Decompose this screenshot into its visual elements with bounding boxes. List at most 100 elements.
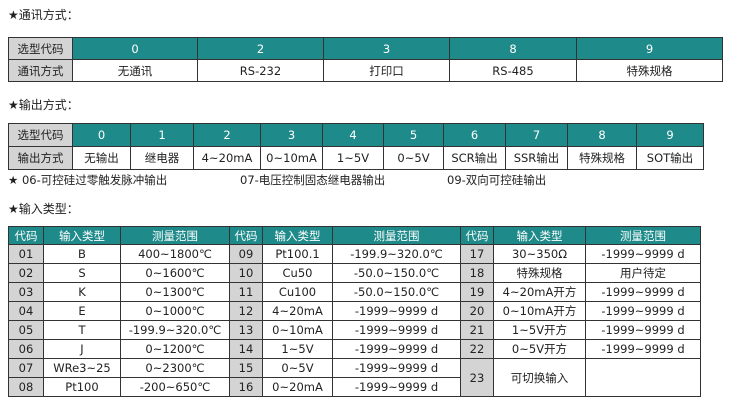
cell: -1999~9999 d [332,320,461,340]
cell: 代码 [460,226,494,245]
cell: 输出方式 [8,146,73,170]
cell: 测量范围 [332,226,461,245]
cell: 13 [229,320,263,340]
table-row: 输出方式 无输出 继电器 4~20mA 0~10mA 1~5V 0~5V SCR输出 SSR输出… [8,146,704,170]
cell: 04 [8,301,44,321]
cell: 21 [460,320,494,340]
cell: 代码 [229,226,263,245]
cell: 6 [443,123,506,147]
cell: 1~5V开方 [493,320,586,340]
cell: 输入类型 [262,226,333,245]
cell: 0~10mA开方 [493,301,586,321]
cell: RS-232 [197,59,324,82]
cell: -1999~9999 d [585,320,701,340]
cell: 用户待定 [585,263,701,283]
cell: Pt100 [43,377,121,397]
cell: SCR输出 [443,146,506,170]
cell: 打印口 [323,59,450,82]
table-row: 03 K 0~1300℃ 11 Cu100 -50.0~150.0℃ 19 4~20mA开方 -… [8,282,701,302]
cell: -199.9~320.0℃ [332,244,461,264]
cell: 22 [460,339,494,359]
cell: B [43,244,121,264]
table-row: 06 J 0~1200℃ 14 1~5V -1999~9999 d 22 0~5V开方 -199… [8,339,701,359]
note: ★ 06-可控硅过零触发脉冲输出 [8,173,168,187]
section-title: ★通讯方式： [8,8,79,22]
cell: 输入类型 [493,226,586,245]
cell: 特殊规格 [567,146,637,170]
cell: 09 [229,244,263,264]
cell: 3 [260,123,323,147]
section-title: ★输出方式： [8,98,79,112]
cell: -1999~9999 d [332,339,461,359]
cell: 1~5V [262,339,333,359]
cell: 输入类型 [43,226,121,245]
cell: 0 [72,37,198,60]
cell: 400~1800℃ [120,244,230,264]
cell: Cu100 [262,282,333,302]
cell: 9 [576,37,723,60]
cell: 18 [460,263,494,283]
cell: 0~5V开方 [493,339,586,359]
cell: 4~20mA [193,146,261,170]
cell: 2 [193,123,261,147]
cell: -50.0~150.0℃ [332,282,461,302]
cell [585,358,701,397]
table-row: 选型代码 0 1 2 3 4 5 6 7 8 9 [8,123,704,147]
cell: 8 [567,123,637,147]
cell: 无输出 [72,146,131,170]
cell: 测量范围 [120,226,230,245]
cell: -1999~9999 d [585,282,701,302]
cell: 01 [8,244,44,264]
cell: -199.9~320.0℃ [120,320,230,340]
table-row: 02 S 0~1600℃ 10 Cu50 -50.0~150.0℃ 18 特殊规格 用户待定 [8,263,701,283]
cell: 0~1000℃ [120,301,230,321]
cell: 代码 [8,226,44,245]
table-row: 01 B 400~1800℃ 09 Pt100.1 -199.9~320.0℃ 17 30~3… [8,244,701,264]
note: 09-双向可控硅输出 [447,173,547,187]
cell: 5 [383,123,444,147]
cell: 继电器 [130,146,194,170]
cell: 20 [460,301,494,321]
cell: S [43,263,121,283]
cell: 8 [449,37,577,60]
cell: 30~350Ω [493,244,586,264]
cell: 特殊规格 [576,59,723,82]
cell: 通讯方式 [8,59,73,82]
cell: E [43,301,121,321]
cell: 08 [8,377,44,397]
cell: 0~5V [383,146,444,170]
cell: -1999~9999 d [332,377,461,397]
cell: 无通讯 [72,59,198,82]
cell: 4 [322,123,384,147]
cell: 0~5V [262,358,333,378]
cell: 7 [505,123,568,147]
cell: -1999~9999 d [332,301,461,321]
cell: 03 [8,282,44,302]
cell: 11 [229,282,263,302]
cell: Cu50 [262,263,333,283]
comm-table: 选型代码 0 2 3 8 9 通讯方式 无通讯 RS-232 打印口 RS-485 特殊规格 [8,37,723,82]
cell: 16 [229,377,263,397]
cell: 0~1600℃ [120,263,230,283]
table-row: 08 Pt100 -200~650℃ 16 0~20mA -1999~9999 d [8,377,701,397]
cell: 0~1300℃ [120,282,230,302]
cell: -1999~9999 d [585,301,701,321]
cell: 0~1200℃ [120,339,230,359]
table-row: 07 WRe3~25 0~2300℃ 15 0~5V -1999~9999 d 23 可切换输… [8,358,701,397]
cell: K [43,282,121,302]
cell: 05 [8,320,44,340]
cell: T [43,320,121,340]
cell: 15 [229,358,263,378]
cell: RS-485 [449,59,577,82]
cell: 10 [229,263,263,283]
output-table: 选型代码 0 1 2 3 4 5 6 7 8 9 输出方式 无输出 继电器 4~20mA 0~10mA 1~5V… [8,123,704,170]
cell: SSR输出 [505,146,568,170]
table-row: 选型代码 0 2 3 8 9 [8,37,723,60]
cell: 02 [8,263,44,283]
cell: 1 [130,123,194,147]
cell: 19 [460,282,494,302]
cell: 4~20mA开方 [493,282,586,302]
cell: 23 [460,358,494,397]
cell: 12 [229,301,263,321]
